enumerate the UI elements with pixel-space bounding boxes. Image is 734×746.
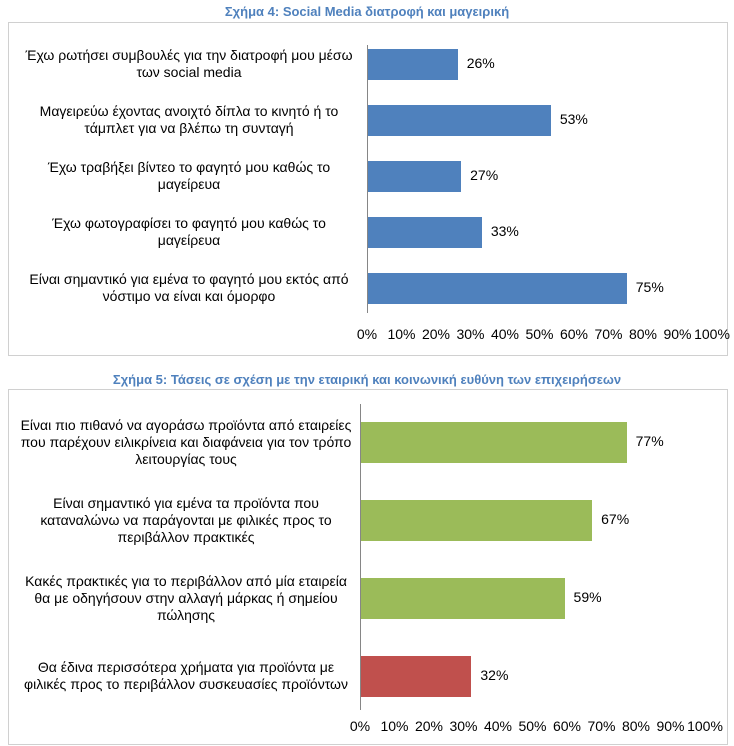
chart-1-title: Σχήμα 4: Social Media διατροφή και μαγει… (224, 4, 510, 19)
chart-1-x-tick-label: 90% (663, 326, 692, 342)
chart-1-x-tick-label: 10% (387, 326, 416, 342)
chart-2-category-label: Είναι σημαντικό για εμένα τα προϊόντα πο… (40, 494, 332, 545)
chart-1-x-tick-label: 80% (628, 326, 658, 342)
chart-2-x-tick-label: 100% (687, 718, 723, 734)
chart-2-x-tick-label: 80% (621, 718, 651, 734)
chart-2-category-label: Είναι πιο πιθανό να αγοράσω προϊόντα από… (20, 416, 352, 467)
chart-1-x-tick-label: 30% (456, 326, 485, 342)
chart-2-x-tick-label: 50% (518, 718, 547, 734)
chart-1-y-axis (367, 45, 368, 313)
chart-1-data-label: 33% (490, 223, 519, 239)
chart-2-bar (361, 655, 472, 697)
chart-1-category-label: Μαγειρεύω έχοντας ανοιχτό δίπλα το κινητ… (39, 103, 339, 136)
chart-2-data-label: 32% (480, 667, 509, 683)
chart-2-x-tick-label: 90% (656, 718, 685, 734)
chart-1-data-label: 27% (470, 167, 499, 183)
chart-2-x-tick-label: 20% (414, 718, 444, 734)
chart-2-x-tick-label: 60% (552, 718, 582, 734)
chart-1-category-label: Έχω ρωτήσει συμβουλές για την διατροφή μ… (25, 47, 353, 80)
chart-1-data-label: 53% (559, 111, 588, 127)
chart-2-category-label: Κακές πρακτικές για το περιβάλλον από μί… (25, 572, 347, 623)
chart-1-bar (368, 272, 627, 304)
chart-1-category-label: Είναι σημαντικό για εμένα το φαγητό μου … (29, 271, 349, 304)
chart-2-data-label: 77% (635, 433, 664, 449)
chart-2-x-tick-label: 40% (483, 718, 513, 734)
chart-1-x-tick-label: 0% (356, 326, 378, 342)
chart-1-bar (368, 216, 482, 248)
chart-1-data-label: 26% (466, 55, 495, 71)
chart-2-x-tick-label: 0% (349, 718, 371, 734)
chart-1-x-tick-label: 100% (694, 326, 730, 342)
chart-2-bar (361, 577, 565, 619)
chart-1-bar (368, 104, 551, 136)
chart-2-bar (361, 499, 593, 541)
chart-1-panel: Έχω ρωτήσει συμβουλές για την διατροφή μ… (8, 22, 730, 356)
chart-1-category-label: Έχω τραβήξει βίντεο το φαγητό μου καθώς … (47, 159, 331, 192)
chart-2-x-tick-label: 70% (587, 718, 616, 734)
chart-2-data-label: 59% (573, 589, 602, 605)
chart-1-x-tick-label: 60% (559, 326, 589, 342)
chart-1-x-tick-label: 40% (490, 326, 520, 342)
chart-1-data-label: 75% (635, 279, 664, 295)
chart-2-x-tick-label: 10% (380, 718, 409, 734)
chart-1-bar (368, 48, 458, 80)
chart-2-title: Σχήμα 5: Τάσεις σε σχέση με την εταιρική… (112, 372, 622, 387)
chart-1-x-tick-label: 20% (421, 326, 451, 342)
chart-2-panel: Είναι πιο πιθανό να αγοράσω προϊόντα από… (8, 389, 728, 745)
chart-2-category-label: Θα έδινα περισσότερα χρήματα για προϊόντ… (24, 659, 348, 692)
chart-2-y-axis (360, 404, 361, 710)
chart-1-x-tick-label: 50% (525, 326, 554, 342)
chart-2-x-tick-label: 30% (449, 718, 478, 734)
chart-2-bar (361, 421, 627, 463)
chart-2-data-label: 67% (601, 511, 630, 527)
chart-1-category-label: Έχω φωτογραφίσει το φαγητό μου καθώς το … (52, 215, 326, 248)
chart-1-bar (368, 160, 462, 192)
chart-1-x-tick-label: 70% (594, 326, 623, 342)
